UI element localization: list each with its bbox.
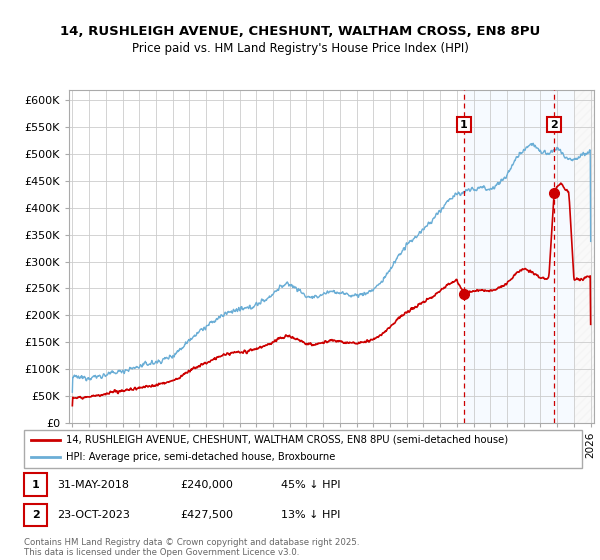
Text: £427,500: £427,500 [180, 510, 233, 520]
Text: 2: 2 [32, 510, 40, 520]
Text: 23-OCT-2023: 23-OCT-2023 [58, 510, 130, 520]
Text: Price paid vs. HM Land Registry's House Price Index (HPI): Price paid vs. HM Land Registry's House … [131, 42, 469, 55]
Text: 45% ↓ HPI: 45% ↓ HPI [281, 479, 340, 489]
Text: Contains HM Land Registry data © Crown copyright and database right 2025.
This d: Contains HM Land Registry data © Crown c… [24, 538, 359, 557]
FancyBboxPatch shape [24, 430, 582, 468]
Text: 14, RUSHLEIGH AVENUE, CHESHUNT, WALTHAM CROSS, EN8 8PU (semi-detached house): 14, RUSHLEIGH AVENUE, CHESHUNT, WALTHAM … [66, 435, 508, 445]
Bar [464, 90, 574, 423]
Text: 14, RUSHLEIGH AVENUE, CHESHUNT, WALTHAM CROSS, EN8 8PU: 14, RUSHLEIGH AVENUE, CHESHUNT, WALTHAM … [60, 25, 540, 38]
Text: 2: 2 [550, 119, 558, 129]
Text: 1: 1 [32, 479, 40, 489]
Bar [574, 90, 594, 423]
Text: 31-MAY-2018: 31-MAY-2018 [58, 479, 130, 489]
Text: £240,000: £240,000 [180, 479, 233, 489]
FancyBboxPatch shape [24, 473, 47, 496]
Text: HPI: Average price, semi-detached house, Broxbourne: HPI: Average price, semi-detached house,… [66, 452, 335, 463]
Text: 13% ↓ HPI: 13% ↓ HPI [281, 510, 340, 520]
FancyBboxPatch shape [24, 504, 47, 526]
Text: 1: 1 [460, 119, 468, 129]
